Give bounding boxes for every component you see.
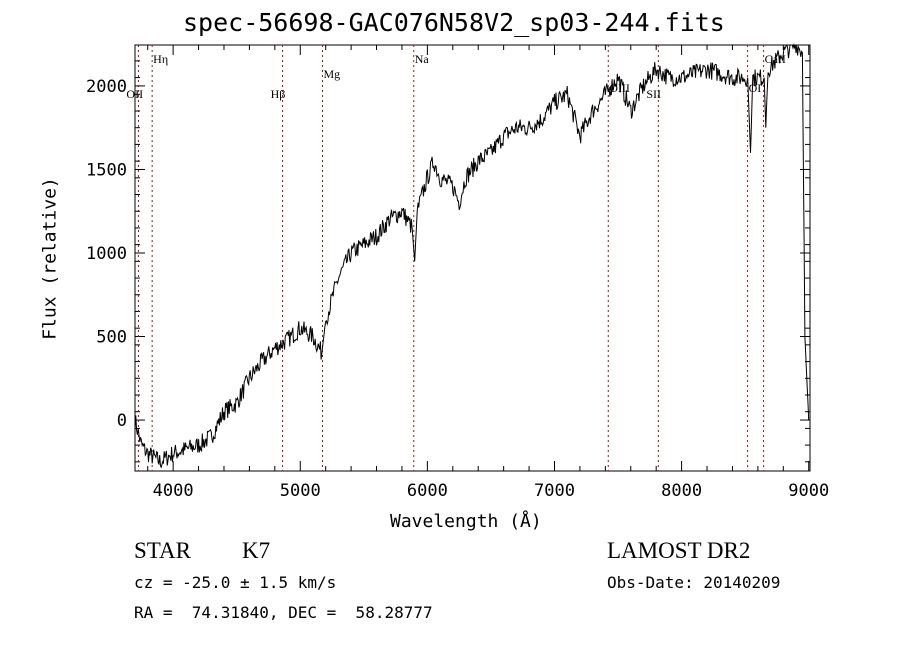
x-tick-label: 9000 (788, 481, 829, 501)
spectral-line-label: OI (749, 81, 762, 95)
y-tick-label: 1000 (86, 244, 127, 264)
spectral-line-label: Na (415, 52, 430, 66)
x-tick-label: 6000 (407, 481, 448, 501)
x-tick-label: 5000 (280, 481, 321, 501)
y-tick-label: 0 (117, 411, 127, 431)
y-tick-label: 1500 (86, 160, 127, 180)
spectrum-line (134, 43, 810, 468)
spectral-line-label: Hβ (271, 87, 286, 101)
y-axis-label: Flux (relative) (39, 177, 61, 340)
redshift-velocity: cz = -25.0 ± 1.5 km/s (134, 573, 337, 592)
spectral-line-label: SII (646, 87, 661, 101)
y-tick-label: 500 (96, 328, 127, 348)
spectral-line-label: OII (126, 87, 143, 101)
observation-date: Obs-Date: 20140209 (607, 573, 781, 592)
coordinates: RA = 74.31840, DEC = 58.28777 (134, 603, 433, 622)
subclass: K7 (242, 538, 271, 563)
x-tick-label: 4000 (153, 481, 194, 501)
x-tick-label: 8000 (661, 481, 702, 501)
x-axis-label: Wavelength (Å) (390, 511, 542, 532)
spectral-line-label: Hη (153, 52, 168, 66)
spectral-line-label: Mg (324, 67, 341, 81)
x-tick-label: 7000 (534, 481, 575, 501)
plot-frame (134, 44, 811, 472)
survey-name: LAMOST DR2 (607, 538, 751, 563)
object-class: STAR (134, 538, 191, 563)
chart-title: spec-56698-GAC076N58V2_sp03-244.fits (183, 8, 725, 37)
y-tick-label: 2000 (86, 77, 127, 97)
